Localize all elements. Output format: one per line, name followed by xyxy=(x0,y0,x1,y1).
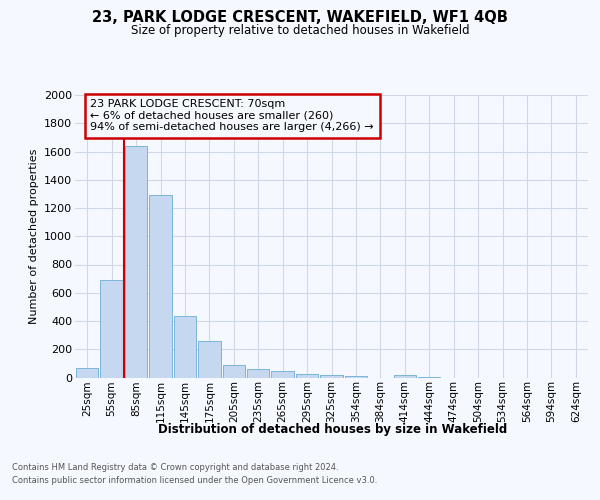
Bar xyxy=(76,368,98,378)
Bar xyxy=(296,374,319,378)
Text: Size of property relative to detached houses in Wakefield: Size of property relative to detached ho… xyxy=(131,24,469,37)
Text: Contains public sector information licensed under the Open Government Licence v3: Contains public sector information licen… xyxy=(12,476,377,485)
Text: 23, PARK LODGE CRESCENT, WAKEFIELD, WF1 4QB: 23, PARK LODGE CRESCENT, WAKEFIELD, WF1 … xyxy=(92,10,508,25)
Bar xyxy=(125,146,148,378)
Text: Distribution of detached houses by size in Wakefield: Distribution of detached houses by size … xyxy=(158,422,508,436)
Bar xyxy=(223,365,245,378)
Text: 23 PARK LODGE CRESCENT: 70sqm
← 6% of detached houses are smaller (260)
94% of s: 23 PARK LODGE CRESCENT: 70sqm ← 6% of de… xyxy=(91,99,374,132)
Bar xyxy=(173,316,196,378)
Bar xyxy=(100,280,123,378)
Bar xyxy=(198,342,221,378)
Bar xyxy=(247,369,269,378)
Bar xyxy=(149,196,172,378)
Bar xyxy=(344,376,367,378)
Bar xyxy=(394,376,416,378)
Bar xyxy=(320,374,343,378)
Bar xyxy=(271,371,294,378)
Text: Contains HM Land Registry data © Crown copyright and database right 2024.: Contains HM Land Registry data © Crown c… xyxy=(12,462,338,471)
Y-axis label: Number of detached properties: Number of detached properties xyxy=(29,148,38,324)
Bar xyxy=(418,377,440,378)
